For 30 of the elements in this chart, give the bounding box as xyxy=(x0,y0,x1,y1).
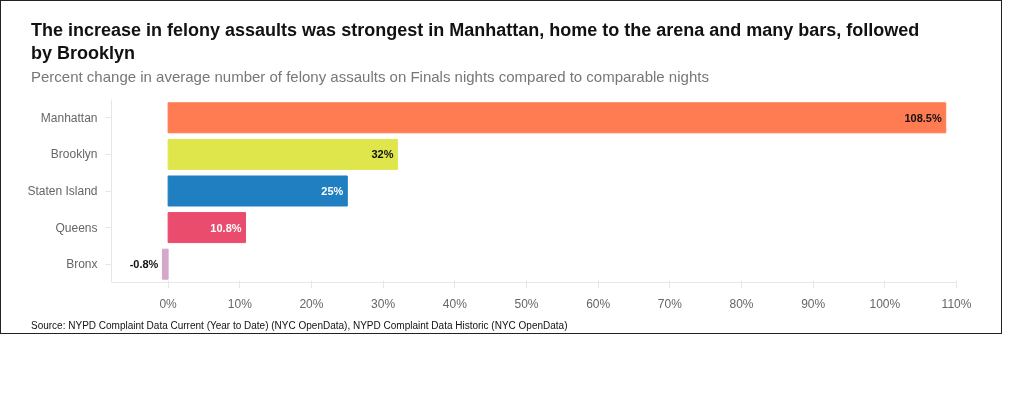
bar xyxy=(167,212,247,244)
x-tick-label: 0% xyxy=(159,296,178,311)
bar xyxy=(167,175,348,207)
y-tick-label: Queens xyxy=(55,220,98,235)
x-tick-label: 30% xyxy=(371,296,396,311)
data-label: 108.5% xyxy=(904,112,942,124)
bar xyxy=(161,248,169,280)
source-note: Source: NYPD Complaint Data Current (Year to Date) (NYC OpenData), NYPD Complaint Data Historic (NYC OpenData) xyxy=(31,319,568,334)
data-label: 10.8% xyxy=(210,221,242,234)
data-label: 32% xyxy=(371,148,394,161)
x-tick-label: 80% xyxy=(729,296,754,311)
y-tick-label: Manhattan xyxy=(40,111,98,125)
x-tick-label: 60% xyxy=(586,296,611,311)
y-tick-label: Bronx xyxy=(66,257,98,272)
bar xyxy=(167,102,947,134)
data-label: 25% xyxy=(321,185,344,198)
data-label: -0.8% xyxy=(129,258,159,271)
x-tick-label: 90% xyxy=(801,296,826,311)
x-tick-label: 110% xyxy=(941,296,972,311)
x-tick-label: 100% xyxy=(869,296,901,311)
x-tick-label: 20% xyxy=(299,296,324,311)
y-tick-label: Brooklyn xyxy=(50,147,98,162)
x-tick-label: 10% xyxy=(227,296,253,311)
x-tick-label: 40% xyxy=(442,296,468,311)
x-tick-label: 70% xyxy=(657,296,683,311)
y-tick-label: Staten Island xyxy=(27,184,98,199)
chart-title: The increase in felony assaults was strongest in Manhattan, home to the arena and many bars, followed by Brooklyn xyxy=(31,19,921,66)
bar xyxy=(167,139,398,171)
chart-subtitle: Percent change in average number of felony assaults on Finals nights compared to comparable nights xyxy=(31,66,709,87)
x-tick-label: 50% xyxy=(514,296,539,311)
